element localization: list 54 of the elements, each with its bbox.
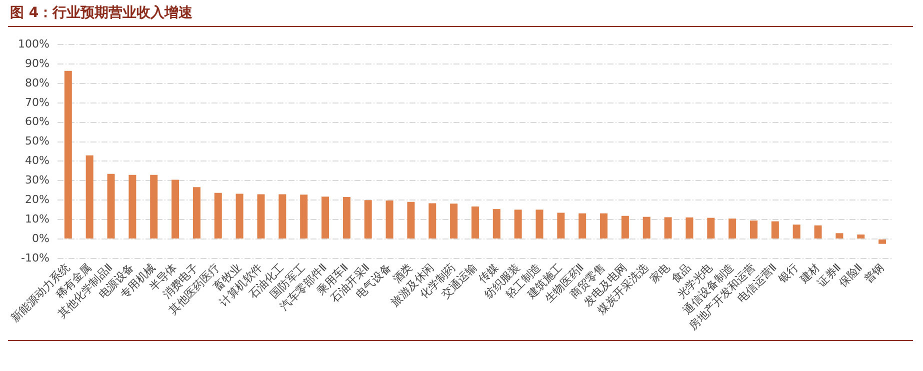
bar (214, 192, 222, 238)
bar (450, 204, 458, 238)
y-tick-label: -10% (21, 251, 50, 264)
bar (86, 155, 94, 238)
bar (664, 217, 672, 238)
bar (278, 194, 286, 238)
y-tick-label: 50% (24, 134, 50, 148)
bar (471, 206, 479, 238)
bar (750, 220, 758, 238)
y-tick-label: 70% (24, 96, 50, 109)
bar (771, 221, 779, 238)
y-tick-label: 0% (32, 232, 50, 245)
bar (557, 212, 565, 238)
bar (107, 174, 115, 238)
x-tick-label: 普钢 (862, 261, 886, 286)
y-tick-label: 40% (24, 154, 50, 168)
bar (150, 174, 158, 238)
bar (514, 210, 522, 238)
bar (192, 187, 200, 238)
x-tick-label: 银行 (775, 261, 801, 287)
bar (386, 200, 394, 238)
chart-title: 图 4：行业预期营业收入增速 (10, 4, 193, 22)
bar (172, 180, 180, 238)
bar (814, 225, 822, 238)
bar (621, 216, 629, 238)
bar (600, 213, 608, 238)
y-tick-label: 30% (24, 174, 50, 187)
bar (728, 218, 736, 238)
bar (236, 194, 244, 238)
y-tick-label: 10% (24, 212, 50, 226)
bar (536, 210, 544, 238)
bar (792, 224, 800, 238)
bar (707, 218, 715, 238)
bar (578, 213, 586, 238)
bar (257, 194, 265, 238)
bar (407, 202, 415, 238)
bar (686, 217, 694, 238)
bar (428, 203, 436, 238)
bar (322, 196, 329, 238)
y-tick-label: 100% (18, 37, 50, 50)
bar (857, 234, 865, 238)
y-tick-label: 80% (24, 76, 50, 90)
bar (642, 216, 650, 238)
bar (300, 194, 308, 238)
y-tick-label: 60% (24, 115, 50, 128)
y-tick-label: 20% (24, 192, 50, 206)
bar (364, 200, 372, 238)
bar (836, 233, 844, 238)
bar (878, 240, 886, 244)
y-tick-label: 90% (24, 56, 50, 70)
bar (342, 197, 350, 238)
bar (64, 70, 72, 238)
bar (128, 174, 136, 238)
bar (492, 209, 500, 238)
